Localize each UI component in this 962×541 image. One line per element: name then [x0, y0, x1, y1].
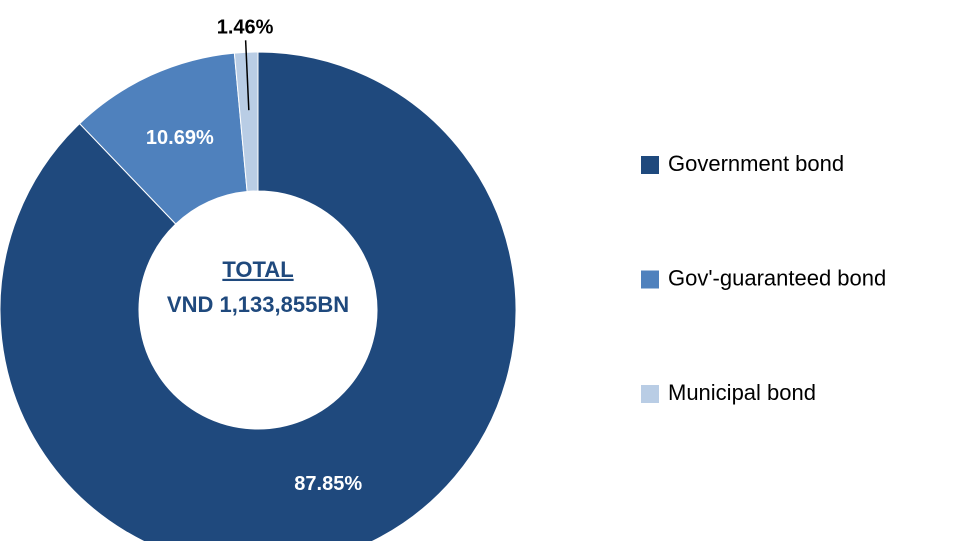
- legend-label: Government bond: [668, 151, 844, 176]
- data-label: 87.85%: [294, 473, 362, 495]
- slice: [0, 51, 517, 541]
- slice: [233, 51, 259, 193]
- legend-swatch: [641, 270, 659, 289]
- legend-swatch: [641, 156, 659, 174]
- legend-label: Gov'-guaranteed bond: [668, 265, 886, 290]
- data-label: 10.69%: [146, 127, 214, 149]
- center-total: VND 1,133,855BN: [167, 292, 349, 317]
- leader-line: [244, 40, 250, 111]
- legend-label: Municipal bond: [668, 380, 816, 405]
- data-label: 1.46%: [217, 17, 274, 39]
- legend-swatch: [641, 385, 659, 403]
- center-title: TOTAL: [222, 257, 293, 282]
